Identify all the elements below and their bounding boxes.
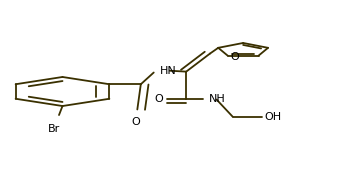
Text: O: O [231, 53, 239, 62]
Text: O: O [155, 94, 164, 104]
Text: NH: NH [209, 94, 226, 104]
Text: Br: Br [48, 124, 60, 134]
Text: HN: HN [160, 66, 177, 76]
Text: OH: OH [264, 112, 281, 122]
Text: O: O [131, 117, 140, 127]
